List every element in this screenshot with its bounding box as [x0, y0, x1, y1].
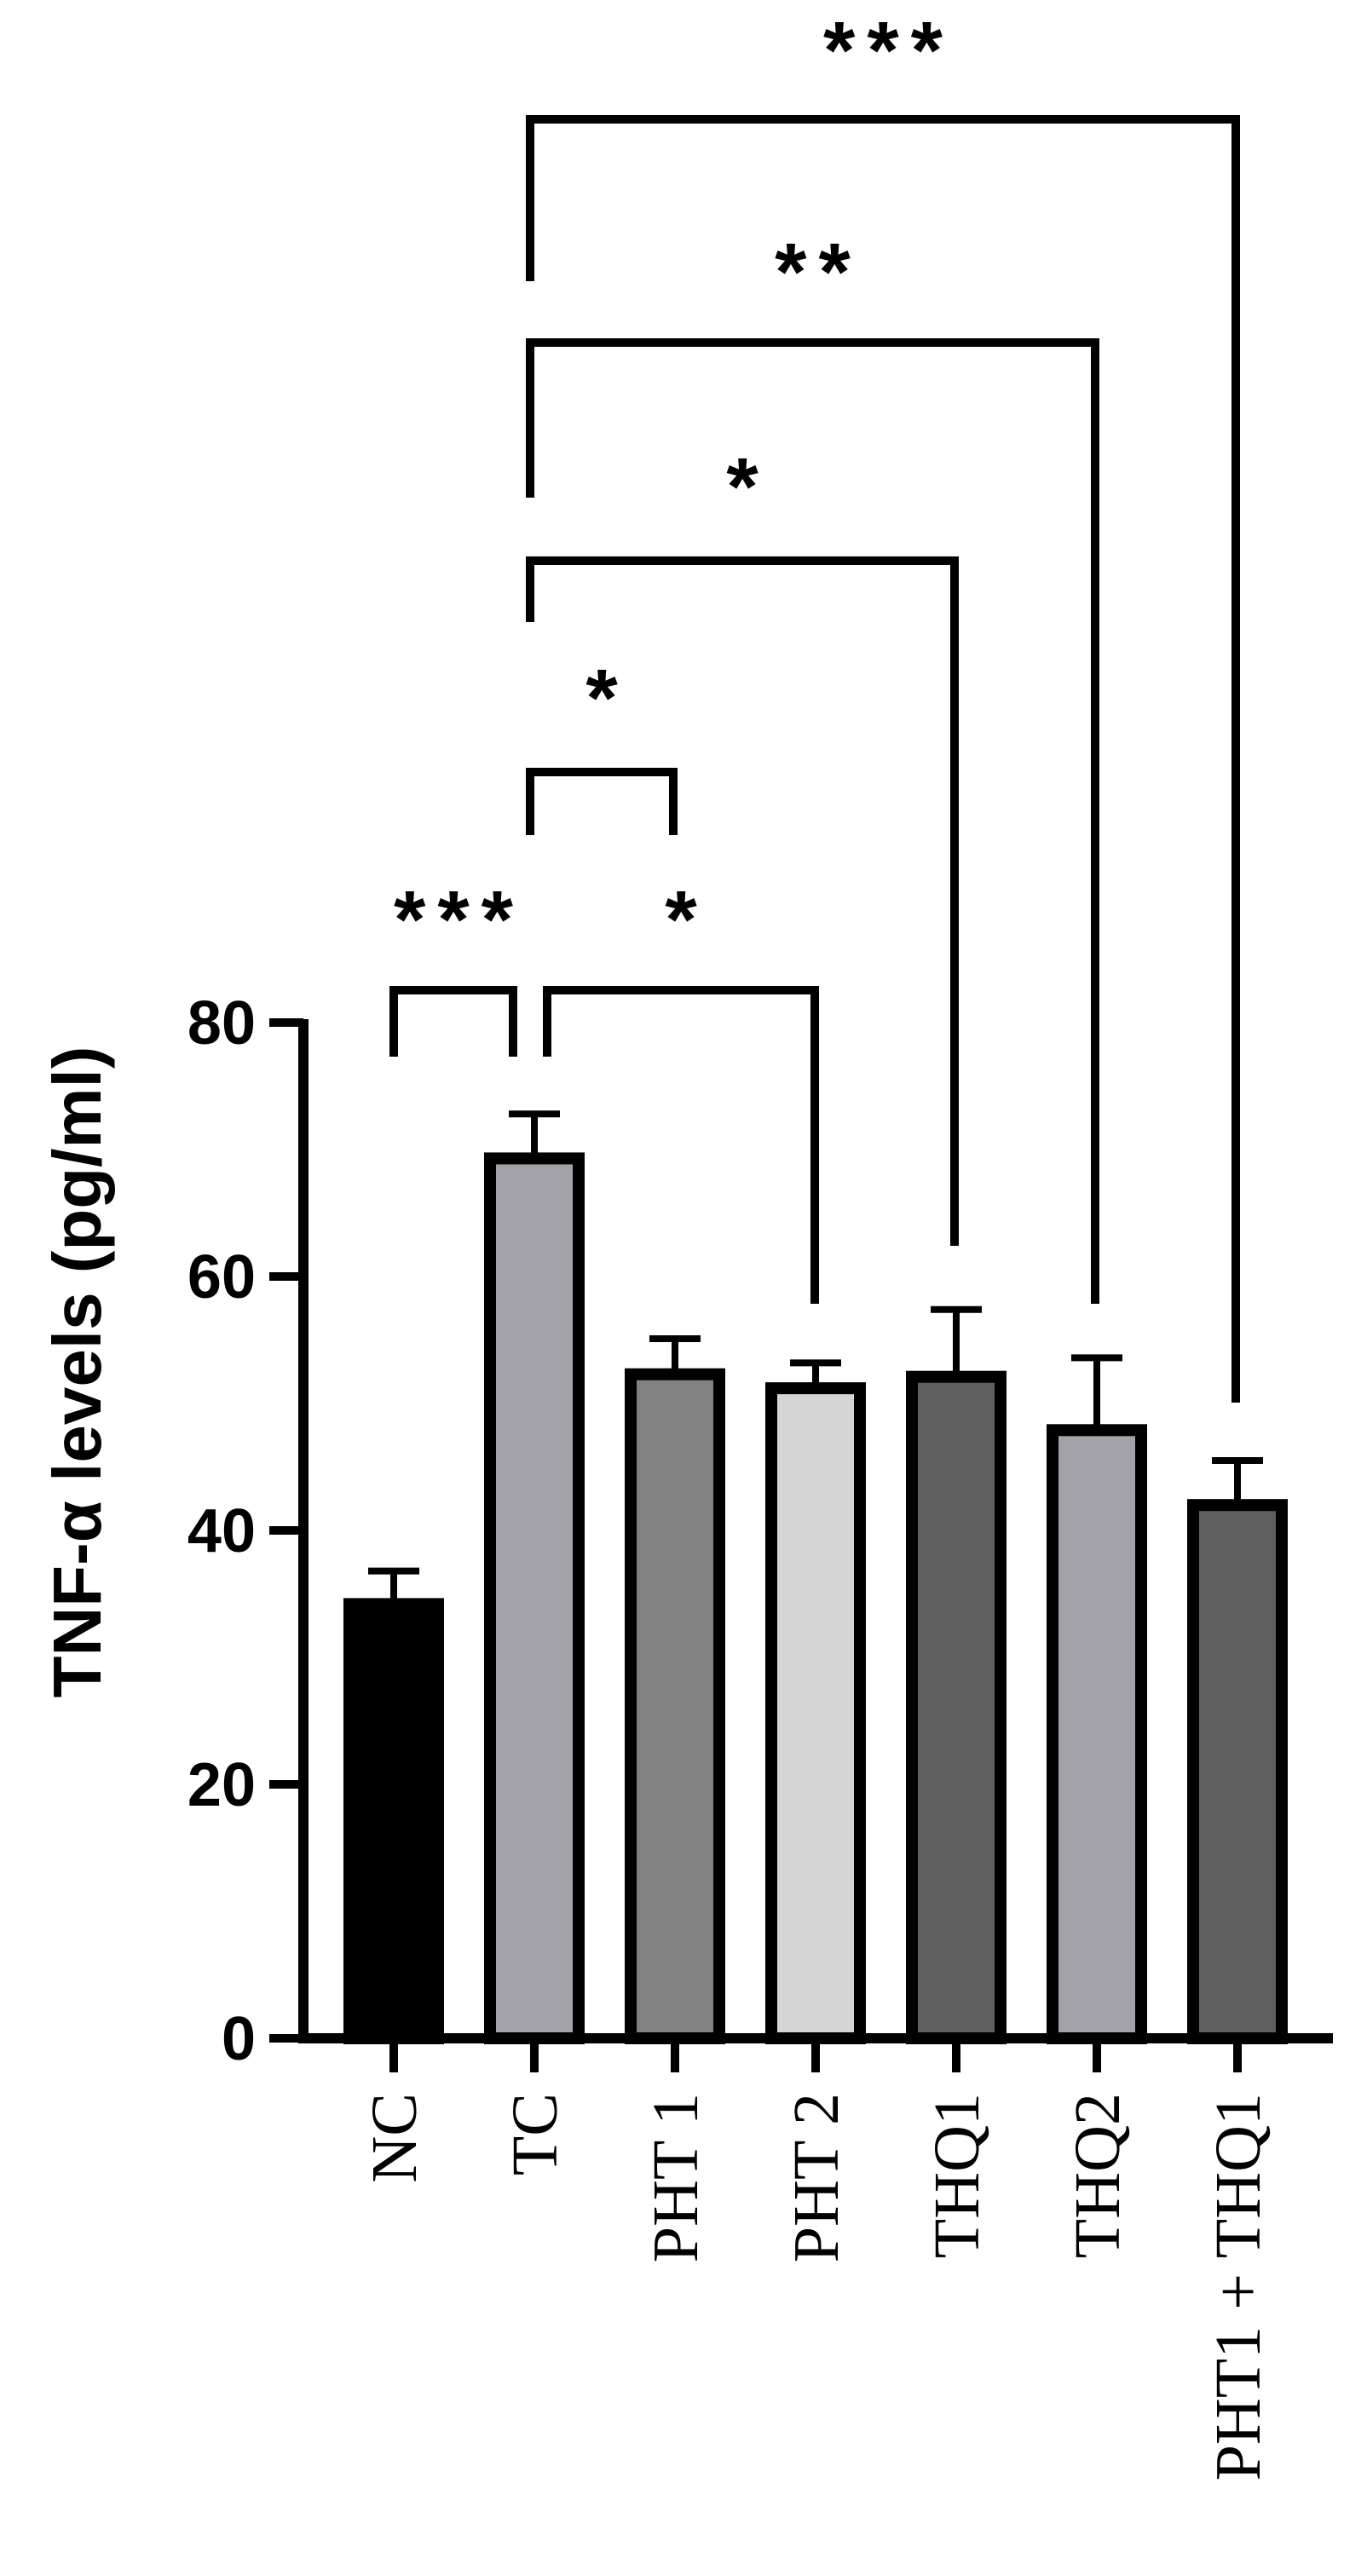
x-tick-label: TC [499, 2093, 571, 2175]
significance-label: ** [775, 227, 862, 318]
y-tick-label: 80 [187, 989, 256, 1057]
bar [765, 1382, 866, 2044]
x-tick-label: PHT 1 [640, 2093, 712, 2262]
comparison-bracket [543, 986, 819, 1304]
y-tick-label: 60 [187, 1243, 256, 1311]
comparison-bracket [389, 986, 517, 1057]
significance-label: *** [823, 5, 955, 96]
bar [484, 1152, 585, 2044]
y-tick-label: 20 [187, 1751, 256, 1819]
x-tick-label: NC [359, 2093, 430, 2183]
bar [625, 1368, 725, 2044]
y-tick-label: 40 [187, 1497, 256, 1565]
comparison-bracket [526, 338, 1099, 1304]
significance-brackets: *** ******** [389, 5, 1240, 1403]
y-ticks: 0 20 40 60 80 [187, 989, 303, 2073]
bar [343, 1598, 444, 2045]
comparison-bracket [526, 768, 678, 835]
x-ticks: NC TC PHT 1 PHT 2 THQ1 THQ2 PHT1 + THQ1 [359, 2038, 1274, 2481]
bar [906, 1370, 1007, 2044]
bar [1047, 1424, 1147, 2045]
significance-label: *** [394, 874, 525, 965]
x-tick-label: THQ1 [921, 2093, 993, 2258]
x-tick-label: THQ2 [1062, 2093, 1133, 2258]
comparison-bracket [526, 115, 1240, 1403]
significance-label: * [726, 441, 770, 533]
error-bars [368, 1110, 1263, 1605]
x-tick-label: PHT 2 [781, 2093, 852, 2262]
x-tick-label: PHT1 + THQ1 [1203, 2093, 1274, 2481]
significance-label: * [665, 874, 708, 965]
bars [343, 1152, 1288, 2045]
y-tick-label: 0 [222, 2005, 256, 2073]
comparison-bracket [526, 556, 959, 1246]
bar [1187, 1499, 1288, 2044]
y-axis-label: TNF-α levels (pg/ml) [39, 1046, 115, 1698]
significance-label: * [585, 653, 629, 744]
